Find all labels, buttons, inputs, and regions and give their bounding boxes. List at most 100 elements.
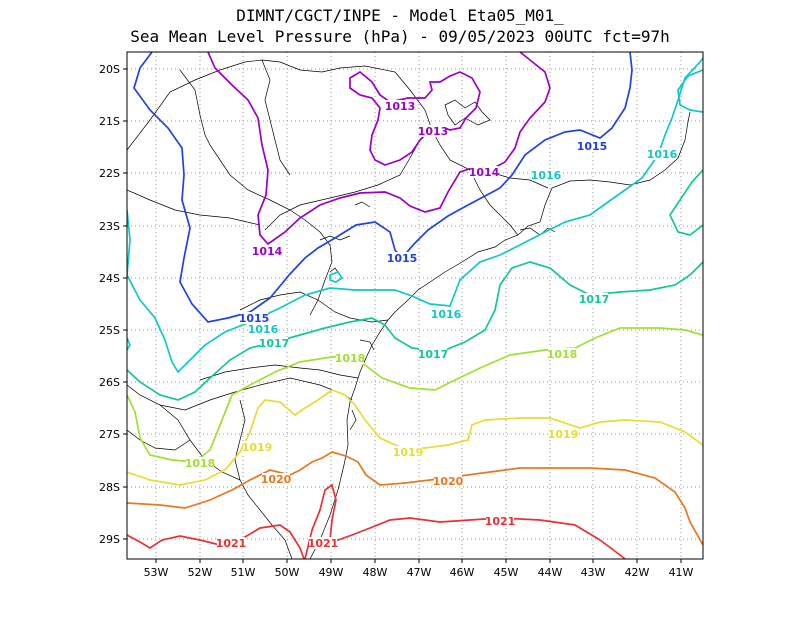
- contour-label-bg: [432, 308, 460, 320]
- lat-label: 24S: [99, 272, 120, 285]
- contour-label-1017: 1017: [579, 293, 610, 306]
- map-frame: [126, 51, 704, 560]
- contour-label-1013: 1013: [418, 125, 449, 138]
- contour-label-1021: 1021: [485, 515, 516, 528]
- isobar-1013: [349, 70, 481, 166]
- lon-label: 42W: [625, 566, 650, 579]
- isobar-1017: [127, 261, 703, 401]
- lon-label: 44W: [538, 566, 563, 579]
- lat-lon-grid: [127, 52, 703, 559]
- lon-label: 43W: [581, 566, 606, 579]
- axis-ticks: 20S 21S 22S 23S 24S 25S 26S 27S 28S 29S 53W 52W 51W 5…: [99, 63, 694, 579]
- contour-label-bg: [580, 293, 608, 305]
- lon-label: 41W: [669, 566, 694, 579]
- contour-label-1020: 1020: [261, 473, 292, 486]
- lagoon: [319, 201, 371, 276]
- lon-label: 51W: [231, 566, 256, 579]
- lon-label: 49W: [319, 566, 344, 579]
- map-subtitle: Sea Mean Level Pressure (hPa) - 09/05/20…: [130, 27, 670, 46]
- isobar-1021: [304, 483, 626, 559]
- isobar-1016: [127, 337, 131, 351]
- contour-label-bg: [240, 312, 268, 324]
- contour-label-bg: [394, 446, 422, 458]
- contour-label-1015: 1015: [577, 140, 608, 153]
- boundary-lines: [127, 59, 691, 559]
- contour-label-bg: [648, 148, 676, 160]
- contour-label-1021: 1021: [308, 537, 339, 550]
- state-border: [264, 129, 433, 231]
- contour-label-1019: 1019: [393, 446, 424, 459]
- contour-label-bg: [388, 252, 416, 264]
- isobar-1017: [669, 169, 703, 236]
- lon-label: 48W: [363, 566, 388, 579]
- contour-label-1014: 1014: [469, 166, 500, 179]
- isobar-1016: [329, 270, 344, 283]
- contour-label-bg: [486, 515, 514, 527]
- contour-label-bg: [253, 245, 281, 257]
- contour-label-1018: 1018: [335, 352, 366, 365]
- contour-label-1017: 1017: [259, 337, 290, 350]
- state-border: [469, 169, 519, 236]
- contour-label-1018: 1018: [185, 457, 216, 470]
- contour-label-bg: [532, 169, 560, 181]
- contour-label-bg: [419, 125, 447, 137]
- state-border: [209, 144, 333, 316]
- contour-label-bg: [549, 428, 577, 440]
- contour-label-bg: [336, 352, 364, 364]
- contour-label-bg: [260, 337, 288, 349]
- contour-label-1016: 1016: [531, 169, 562, 182]
- isobar-1014: [207, 52, 551, 246]
- contour-label-1021: 1021: [216, 537, 247, 550]
- contour-label-bg: [578, 140, 606, 152]
- contour-label-bg: [470, 166, 498, 178]
- lat-label: 22S: [99, 167, 120, 180]
- contour-label-1016: 1016: [431, 308, 462, 321]
- contour-label-bg: [243, 441, 271, 453]
- lon-label: 52W: [188, 566, 213, 579]
- lat-label: 25S: [99, 324, 120, 337]
- lat-label: 28S: [99, 481, 120, 494]
- lon-label: 47W: [407, 566, 432, 579]
- contour-label-1015: 1015: [387, 252, 418, 265]
- isobar-1019: [127, 389, 703, 486]
- state-border: [127, 189, 261, 226]
- country-border: [234, 399, 246, 481]
- country-border: [127, 429, 191, 451]
- state-border: [239, 291, 389, 323]
- lat-label: 26S: [99, 376, 120, 389]
- contour-label-bg: [262, 473, 290, 485]
- isobars: [127, 52, 703, 559]
- contour-labels: 1013101310141014101510151015101610161016…: [185, 100, 678, 550]
- contour-label-1019: 1019: [242, 441, 273, 454]
- contour-label-bg: [249, 323, 277, 335]
- state-border: [261, 59, 291, 176]
- isobar-1020: [127, 451, 703, 546]
- lake: [444, 99, 491, 126]
- contour-label-1014: 1014: [252, 245, 283, 258]
- contour-label-bg: [548, 348, 576, 360]
- lon-label: 45W: [494, 566, 519, 579]
- state-border: [199, 364, 359, 381]
- map-title: DIMNT/CGCT/INPE - Model Eta05_M01_: [236, 6, 564, 25]
- lat-label: 27S: [99, 428, 120, 441]
- contour-label-bg: [309, 537, 337, 549]
- contour-label-bg: [217, 537, 245, 549]
- lon-label: 46W: [450, 566, 475, 579]
- isobar-1015: [133, 52, 633, 323]
- lat-label: 29S: [99, 533, 120, 546]
- contour-label-bg: [186, 457, 214, 469]
- isobar-1016: [677, 69, 703, 113]
- contour-label-1016: 1016: [248, 323, 279, 336]
- lat-label: 21S: [99, 115, 120, 128]
- state-border: [394, 71, 549, 189]
- contour-label-1013: 1013: [385, 100, 416, 113]
- contour-label-1019: 1019: [548, 428, 579, 441]
- contour-label-1020: 1020: [433, 475, 464, 488]
- contour-label-1015: 1015: [239, 312, 270, 325]
- contour-label-bg: [434, 475, 462, 487]
- lat-label: 23S: [99, 220, 120, 233]
- state-border: [179, 69, 211, 146]
- contour-label-1017: 1017: [418, 348, 449, 361]
- lon-label: 50W: [275, 566, 300, 579]
